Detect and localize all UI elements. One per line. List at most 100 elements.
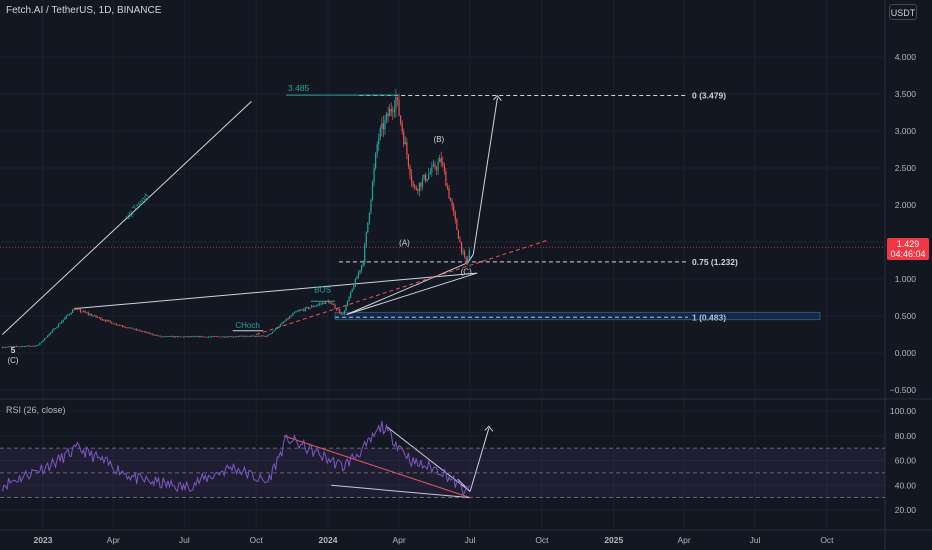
candle-body: [442, 162, 444, 165]
candle-body: [132, 328, 135, 330]
candle-body: [134, 328, 136, 330]
candle-body: [328, 300, 330, 304]
candle-body: [86, 312, 88, 314]
candle-body: [98, 317, 100, 319]
candle-body: [395, 96, 397, 109]
candle-body: [301, 309, 303, 311]
candle-body: [357, 272, 360, 278]
candle-body: [140, 331, 142, 332]
candle-body: [218, 336, 221, 338]
candle-body: [371, 181, 374, 200]
candle-body: [131, 327, 133, 329]
candle-body: [136, 328, 138, 331]
candle-body: [376, 144, 378, 154]
candle-body: [150, 333, 152, 335]
price-tick-label: 3.500: [895, 89, 917, 99]
candle-body: [420, 182, 422, 187]
time-tick-label: Oct: [535, 535, 549, 545]
rsi-series: [0, 421, 885, 499]
candle-body: [250, 335, 252, 337]
candle-body: [203, 336, 205, 338]
choch-label: CHoch: [235, 321, 259, 330]
candle-body: [348, 297, 350, 301]
time-tick-label: 2023: [34, 535, 53, 545]
candle-body: [170, 336, 172, 338]
candle-body: [104, 320, 107, 322]
candle-body: [350, 292, 352, 298]
candle-body: [9, 346, 11, 348]
candle-body: [129, 327, 132, 329]
time-tick-label: Jul: [750, 535, 761, 545]
candle-body: [142, 331, 144, 333]
candle-body: [8, 346, 10, 348]
candle-body: [153, 334, 155, 336]
candle-body: [353, 286, 355, 289]
candle-body: [259, 335, 261, 337]
candle-body: [182, 336, 185, 338]
candle-body: [93, 315, 96, 317]
candle-body: [100, 317, 102, 320]
candle-body: [212, 336, 214, 337]
rsi-falling-wedge-top: [385, 425, 471, 492]
candle-body: [209, 336, 211, 338]
candle-body: [460, 242, 463, 253]
candle-body: [73, 309, 75, 311]
fib-levels: 0 (3.479) 0.75 (1.232) 1 (0.483) 3.485: [0, 83, 885, 322]
candle-body: [298, 310, 300, 312]
candle-body: [385, 113, 388, 120]
currency-button[interactable]: USDT: [889, 4, 917, 20]
candle-body: [307, 307, 310, 309]
candle-body: [14, 346, 16, 347]
candle-body: [92, 315, 94, 317]
candle-body: [4, 347, 7, 348]
candle-body: [345, 305, 347, 312]
rsi-tick-label: 100.00: [890, 406, 916, 416]
wave-a-label: (A): [399, 239, 410, 248]
candle-body: [123, 326, 125, 328]
candle-body: [325, 300, 327, 304]
price-tick-label: −0.500: [890, 385, 917, 395]
candle-body: [373, 168, 375, 182]
candle-body: [300, 309, 302, 311]
candle-body: [414, 185, 416, 188]
ticker-title[interactable]: Fetch.AI / TetherUS, 1D, BINANCE: [6, 5, 162, 16]
candle-body: [351, 288, 353, 293]
candle-body: [195, 336, 197, 338]
last-price-value: 1.429: [896, 239, 920, 249]
candle-body: [17, 346, 19, 348]
candle-body: [162, 336, 164, 338]
candle-body: [429, 172, 431, 175]
candle-body: [128, 327, 130, 329]
candle-body: [257, 335, 260, 337]
candle-body: [292, 313, 294, 316]
candle-body: [226, 336, 228, 338]
candle-body: [179, 336, 182, 338]
candle-body: [234, 336, 236, 338]
candle-body: [432, 164, 435, 167]
rsi-tick-label: 60.00: [895, 456, 917, 466]
candle-body: [79, 309, 82, 312]
candle-body: [448, 187, 450, 199]
candle-body: [64, 317, 66, 320]
candle-body: [115, 323, 117, 325]
candle-body: [181, 336, 183, 338]
candle-body: [275, 328, 277, 331]
candle-body: [398, 99, 400, 116]
candle-body: [6, 346, 8, 348]
candle-body: [53, 328, 55, 331]
wedge-lower-line: [346, 272, 478, 315]
candle-body: [42, 340, 44, 342]
time-tick-label: Apr: [677, 535, 690, 545]
resistance-line: [74, 272, 478, 310]
candle-body: [312, 305, 314, 307]
candle-body: [33, 345, 35, 347]
candle-body: [343, 311, 345, 314]
dashed-support-line: [256, 239, 550, 335]
candle-body: [81, 311, 83, 313]
candle-body: [418, 182, 420, 191]
last-price-tag: 1.429 04:46:04: [887, 238, 929, 260]
rsi-indicator-label[interactable]: RSI (26, close): [6, 405, 66, 415]
candle-body: [286, 318, 288, 321]
candle-body: [295, 311, 297, 313]
